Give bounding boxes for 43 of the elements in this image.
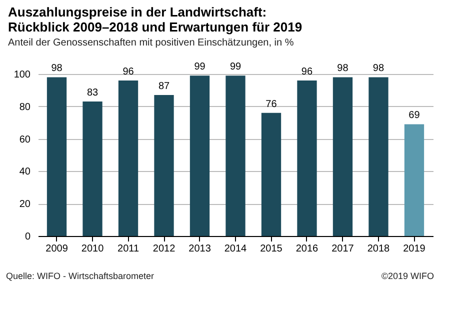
- bar: [46, 77, 67, 236]
- data-label: 69: [408, 110, 420, 122]
- bar: [332, 77, 353, 236]
- x-tick-label: 2014: [224, 244, 248, 254]
- x-tick-label: 2010: [81, 244, 104, 254]
- y-tick-label: 60: [19, 134, 31, 146]
- x-tick-label: 2019: [403, 244, 426, 254]
- data-label: 99: [194, 62, 206, 73]
- x-tick-label: 2016: [296, 244, 319, 254]
- y-tick-label: 40: [19, 166, 31, 178]
- data-label: 83: [86, 88, 99, 99]
- bar: [226, 76, 246, 236]
- bar: [154, 95, 174, 236]
- data-label: 99: [230, 62, 242, 73]
- y-tick-label: 20: [19, 199, 31, 210]
- data-label: 96: [122, 66, 134, 78]
- x-tick-label: 2009: [46, 244, 68, 254]
- bar: [82, 102, 102, 236]
- data-label: 87: [158, 81, 170, 92]
- bar: [190, 76, 210, 236]
- data-label: 98: [337, 63, 349, 74]
- x-tick-label: 2011: [118, 244, 140, 254]
- y-tick-label: 100: [14, 70, 31, 80]
- x-tick-label: 2018: [367, 244, 390, 254]
- bar: [297, 80, 317, 236]
- bar: [404, 124, 424, 236]
- source-note: Quelle: WIFO - Wirtschaftsbarometer: [6, 271, 154, 281]
- data-label: 98: [372, 63, 384, 74]
- chart-title: Auszahlungspreise in der Landwirtschaft: Rückblick 2009–2018 und Erwartungen für 2019: [8, 4, 302, 35]
- x-tick-label: 2012: [152, 244, 176, 254]
- bar: [261, 112, 282, 236]
- bar: [368, 77, 388, 236]
- data-label: 76: [266, 98, 278, 110]
- y-tick-label: 80: [19, 102, 31, 113]
- data-label: 98: [51, 63, 63, 74]
- y-tick-label: 0: [24, 232, 31, 242]
- x-tick-label: 2013: [188, 244, 212, 254]
- data-label: 96: [301, 66, 313, 78]
- bar: [118, 80, 138, 236]
- text: ©2019 WIFO: [381, 271, 434, 281]
- x-tick-label: 2017: [332, 244, 354, 254]
- chart-subtitle: Anteil der Genossenschaften mit positiven Einschätzungen, in %: [8, 38, 294, 49]
- x-tick-label: 2015: [260, 244, 283, 254]
